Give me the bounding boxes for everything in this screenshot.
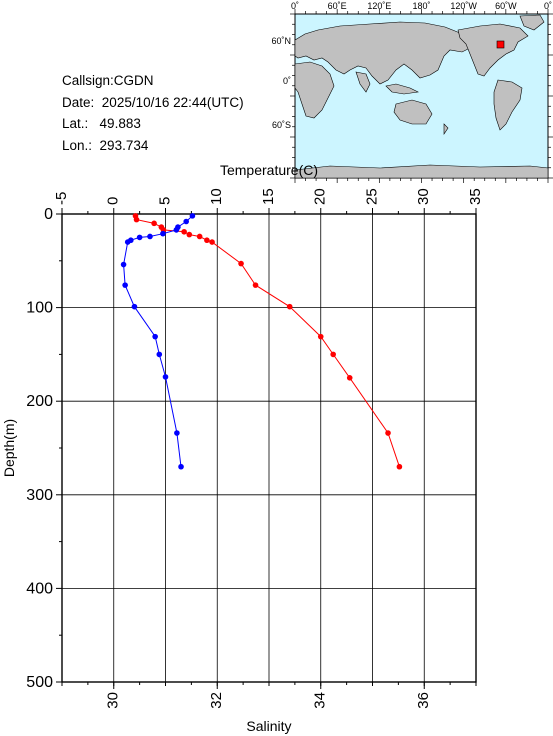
map-frame-ticks: [290, 9, 553, 183]
callsign-value: CGDN: [113, 73, 154, 88]
temperature-data-point: [286, 303, 293, 310]
salinity-tick-label: 30: [105, 692, 122, 709]
salinity-data-point: [189, 213, 196, 219]
map-lon-label: 180˚: [412, 1, 430, 11]
lat-label: Lat.:: [62, 116, 89, 131]
temperature-data-point: [151, 220, 157, 227]
temperature-tick-label: 10: [208, 188, 225, 205]
temperature-tick-label: 15: [260, 188, 277, 205]
depth-tick-label: 100: [26, 300, 53, 317]
temperature-tick-label: 35: [467, 188, 484, 205]
lon-label: Lon.:: [62, 138, 93, 153]
salinity-data-point: [174, 430, 180, 436]
land-australia: [393, 99, 433, 125]
map-lon-label: 60˚E: [328, 1, 347, 11]
map-lon-label: 0˚: [544, 1, 552, 11]
salinity-data-point: [183, 218, 189, 225]
temperature-data-point: [317, 333, 324, 340]
temperature-data-point: [396, 463, 403, 470]
date-line: Date: 2025/10/16 22:44(UTC): [62, 95, 244, 110]
map-lon-label: 60˚W: [495, 1, 517, 11]
map-lon-label: 120˚E: [367, 1, 391, 11]
land-africa: [294, 61, 335, 119]
depth-tick-label: 0: [44, 206, 53, 223]
land-india: [355, 71, 371, 93]
temperature-data-point: [196, 233, 203, 240]
temperature-profile-line: [135, 215, 400, 467]
land-south-america: [493, 79, 523, 131]
temperature-data-point: [252, 282, 259, 288]
callsign-label: Callsign:: [62, 73, 114, 88]
temperature-axis-title: Temperature(C): [220, 162, 318, 178]
salinity-tick-label: 36: [415, 692, 432, 709]
map-lat-label: 0˚: [283, 76, 291, 86]
date-label: Date:: [62, 95, 95, 110]
lon-line: Lon.: 293.734: [62, 138, 148, 153]
salinity-data-point: [160, 230, 166, 237]
temperature-tick-label: 20: [312, 188, 329, 205]
land-eurasia: [294, 21, 471, 85]
map-longitude-labels: 0˚ 60˚E 120˚E 180˚ 120˚W 60˚W 0˚: [291, 1, 552, 11]
salinity-data-point: [173, 227, 180, 233]
map-land: [294, 14, 549, 179]
salinity-data-point: [152, 333, 158, 340]
salinity-tick-label: 32: [208, 692, 225, 709]
land-indonesia: [385, 83, 419, 95]
salinity-data-point: [120, 261, 127, 268]
depth-axis-title: Depth(m): [1, 419, 17, 477]
temperature-data-point: [346, 375, 353, 381]
temperature-data-point: [238, 260, 244, 267]
temperature-tick-label: 5: [156, 197, 173, 205]
temperature-data-point: [204, 237, 210, 244]
land-north-america: [457, 23, 529, 77]
salinity-axis-title: Salinity: [246, 718, 291, 734]
salinity-data-point: [156, 351, 163, 358]
lat-value: 49.883: [99, 116, 141, 131]
land-nz: [443, 123, 449, 135]
salinity-tick-label: 34: [312, 692, 329, 709]
temperature-tick-label: 25: [363, 188, 380, 205]
map-lon-label: 0˚: [291, 1, 299, 11]
temperature-data-point: [385, 430, 391, 436]
salinity-data-point: [122, 282, 128, 288]
station-marker: [496, 40, 505, 49]
map-lat-label: 60˚S: [272, 120, 291, 130]
salinity-data-point: [147, 233, 153, 240]
depth-tick-label: 400: [26, 580, 53, 597]
temperature-data-point: [181, 228, 187, 235]
temperature-data-point: [209, 239, 215, 245]
depth-tick-label: 500: [26, 674, 53, 691]
salinity-data-point: [131, 303, 138, 310]
salinity-profile-line: [123, 215, 193, 467]
land-greenland: [519, 14, 545, 31]
salinity-data-point: [124, 239, 131, 245]
lon-value: 293.734: [99, 138, 149, 153]
date-value: 2025/10/16 22:44(UTC): [101, 95, 244, 110]
depth-tick-label: 200: [26, 393, 53, 410]
temperature-data-point: [186, 231, 193, 238]
lat-line: Lat.: 49.883: [62, 116, 141, 131]
map-lon-label: 120˚W: [450, 1, 477, 11]
callsign-line: Callsign:CGDN: [62, 73, 154, 88]
salinity-data-point: [178, 463, 184, 470]
map-lat-label: 60˚N: [271, 36, 291, 46]
world-map: 0˚ 60˚E 120˚E 180˚ 120˚W 60˚W 0˚ 60˚N 0˚ 60˚S: [271, 1, 553, 183]
temperature-data-point: [330, 351, 336, 358]
map-latitude-labels: 60˚N 0˚ 60˚S: [271, 36, 291, 130]
temperature-tick-label: -5: [53, 192, 70, 205]
salinity-data-point: [162, 374, 169, 380]
salinity-data-point: [136, 234, 143, 241]
chart-series: [120, 213, 403, 470]
depth-tick-label: 300: [26, 487, 53, 504]
temperature-tick-label: 30: [415, 188, 432, 205]
temperature-tick-label: 0: [105, 197, 122, 205]
temperature-data-point: [133, 216, 140, 223]
